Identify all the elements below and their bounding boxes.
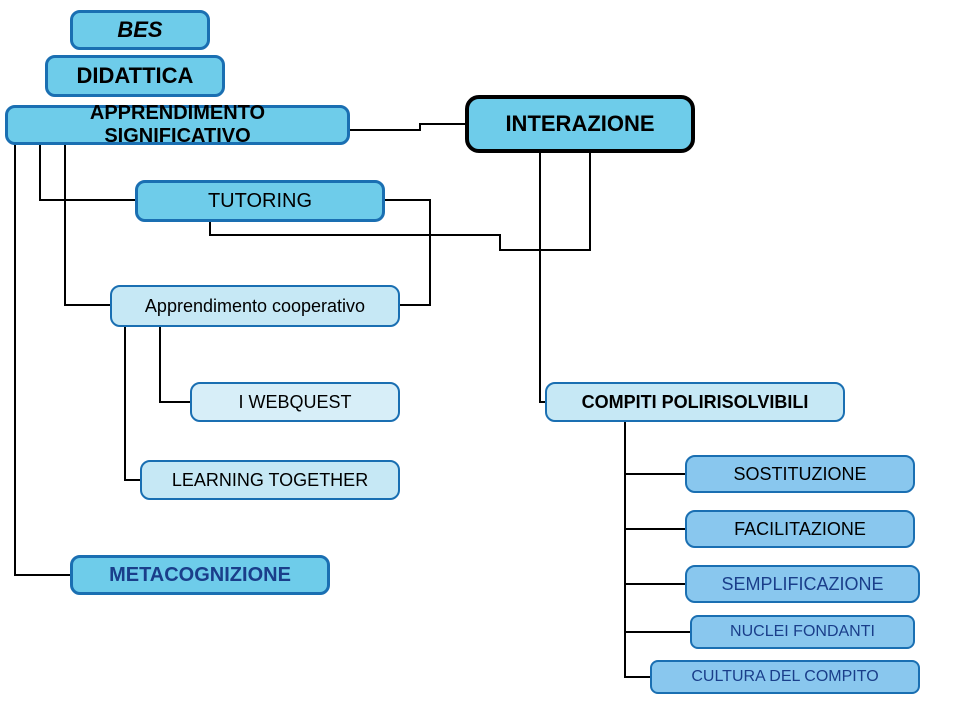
node-tutoring: TUTORING <box>135 180 385 222</box>
edge <box>625 474 685 529</box>
node-nuclei: NUCLEI FONDANTI <box>690 615 915 649</box>
node-didattica: DIDATTICA <box>45 55 225 97</box>
edge <box>350 124 465 130</box>
node-learntog: LEARNING TOGETHER <box>140 460 400 500</box>
edge <box>625 584 690 632</box>
edge <box>40 145 135 200</box>
edge <box>125 327 140 480</box>
node-sostit: SOSTITUZIONE <box>685 455 915 493</box>
node-cultura: CULTURA DEL COMPITO <box>650 660 920 694</box>
node-metacog: METACOGNIZIONE <box>70 555 330 595</box>
edge <box>625 632 650 677</box>
node-bes: BES <box>70 10 210 50</box>
node-interazione: INTERAZIONE <box>465 95 695 153</box>
edge <box>625 422 685 474</box>
node-compiti: COMPITI POLIRISOLVIBILI <box>545 382 845 422</box>
edge <box>15 145 70 575</box>
node-facil: FACILITAZIONE <box>685 510 915 548</box>
diagram-stage: BES DIDATTICA APPRENDIMENTO SIGNIFICATIVO I… <box>0 0 960 701</box>
node-apprendimento: APPRENDIMENTO SIGNIFICATIVO <box>5 105 350 145</box>
edge <box>160 327 190 402</box>
edge <box>540 153 545 402</box>
node-webquest: I WEBQUEST <box>190 382 400 422</box>
node-sempl: SEMPLIFICAZIONE <box>685 565 920 603</box>
node-appcoop: Apprendimento cooperativo <box>110 285 400 327</box>
edge <box>625 529 685 584</box>
edge <box>65 145 110 305</box>
